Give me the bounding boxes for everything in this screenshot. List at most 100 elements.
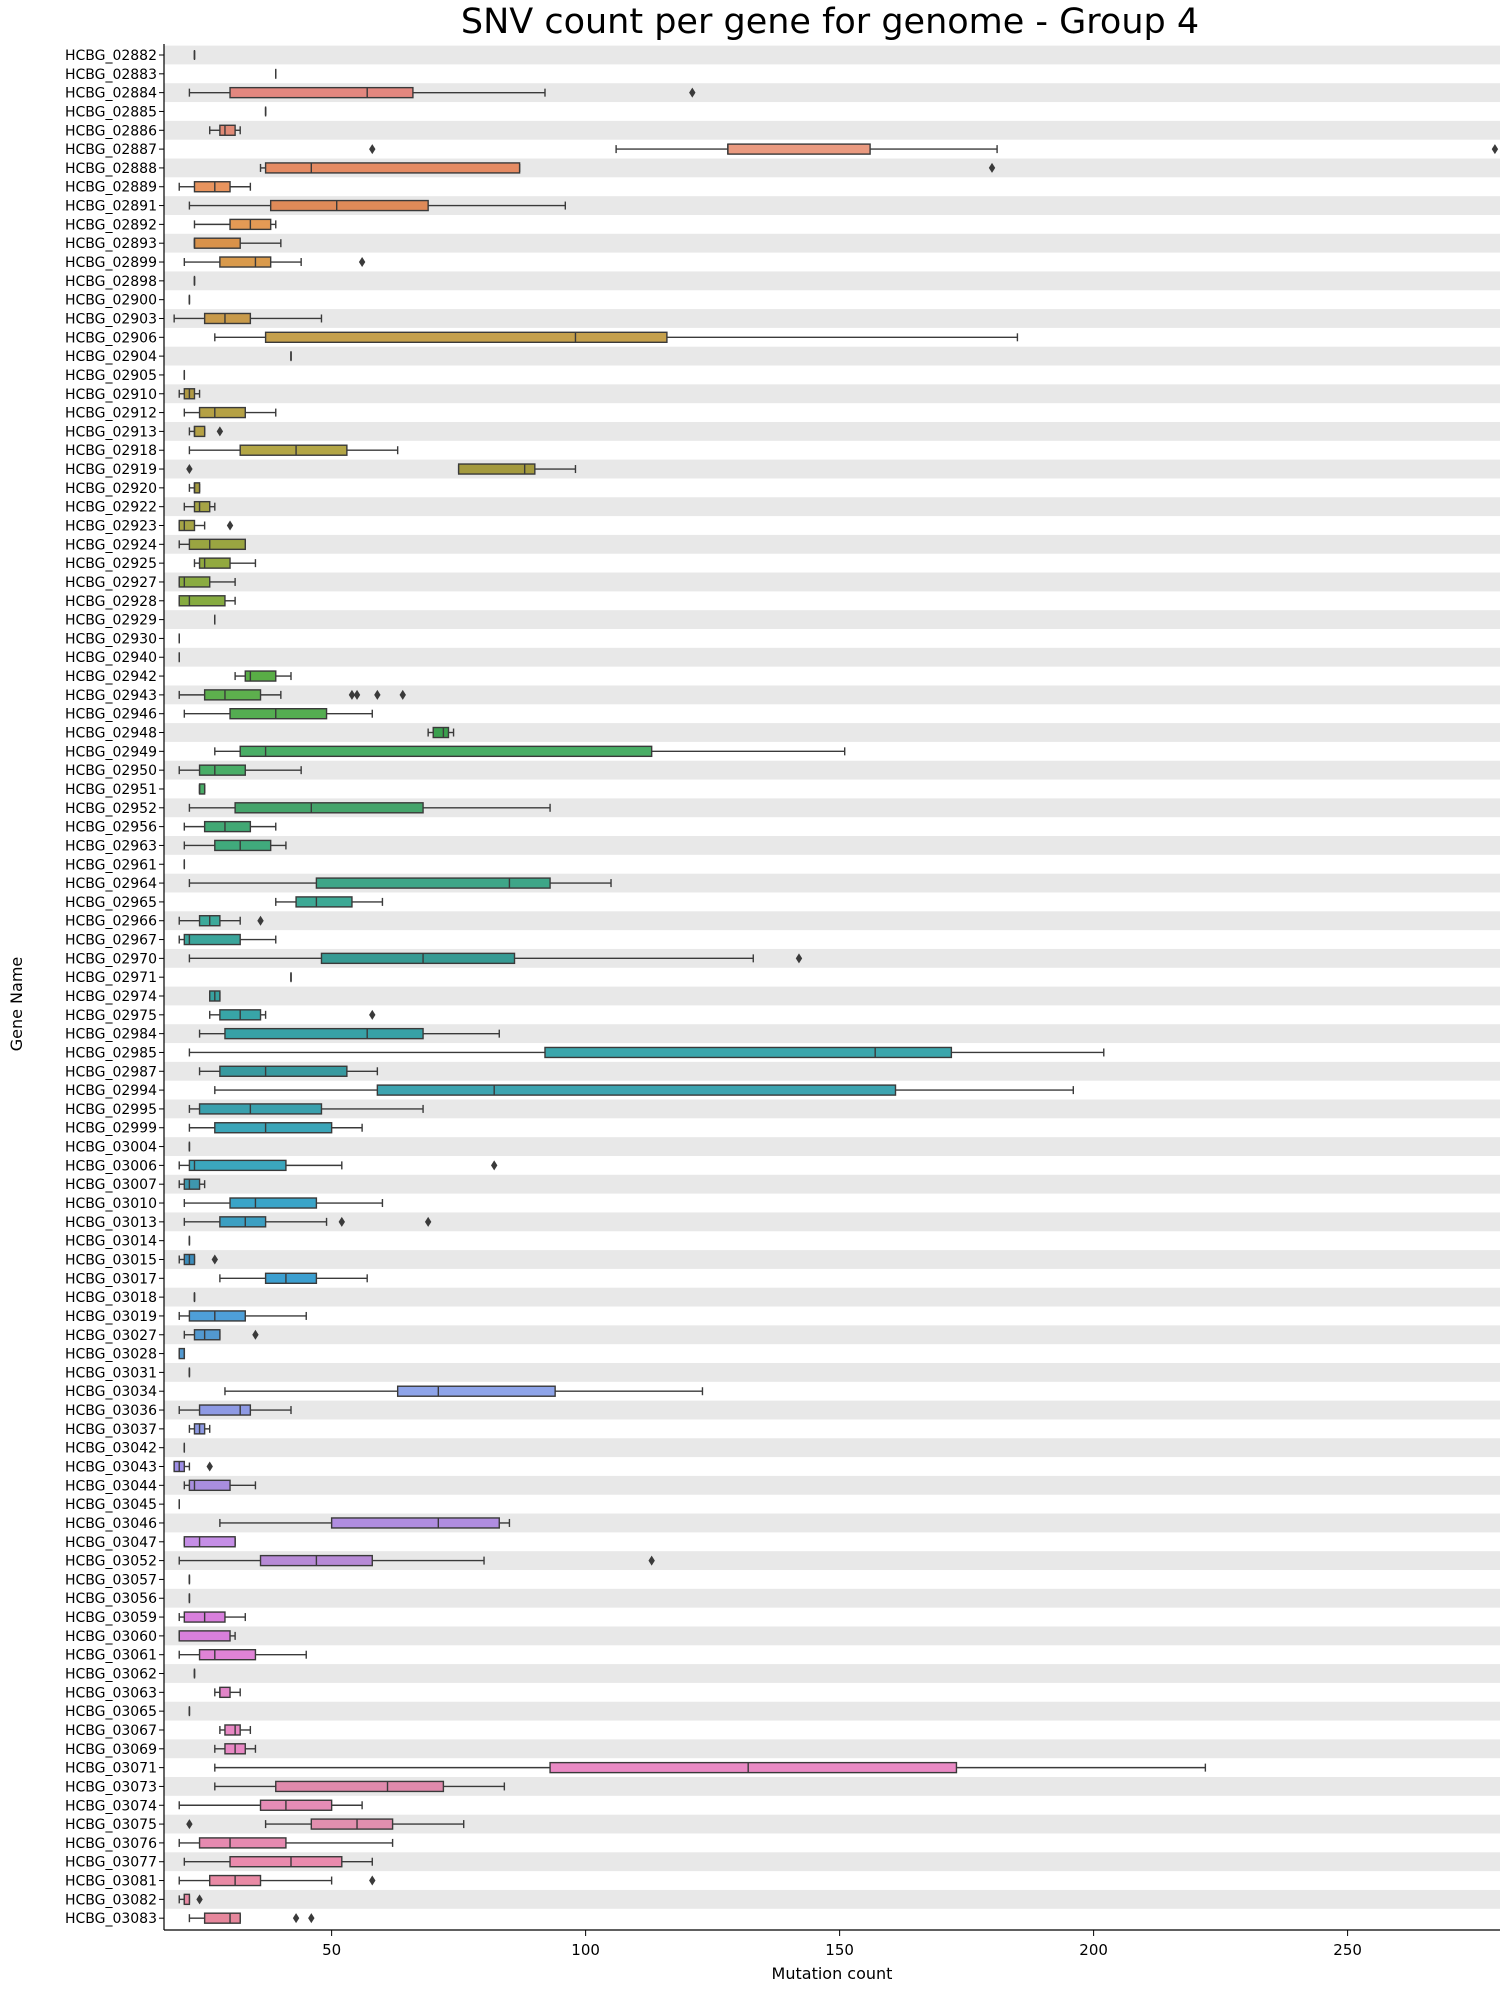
y-tick-label: HCBG_02891	[65, 199, 157, 215]
y-tick-label: HCBG_03052	[65, 1554, 157, 1570]
x-axis-label: Mutation count	[772, 1964, 893, 1983]
gene-box	[214, 745, 846, 758]
outlier-marker	[338, 1216, 345, 1227]
iqr-box	[264, 331, 668, 343]
iqr-box	[183, 1178, 201, 1190]
gene-box	[198, 1027, 500, 1040]
row-stripe	[164, 1212, 1500, 1232]
gene-box	[178, 1893, 203, 1906]
y-tick-label: HCBG_03028	[65, 1347, 157, 1363]
y-tick-label: HCBG_03075	[65, 1817, 157, 1833]
row-stripe	[164, 1588, 1500, 1608]
gene-box	[183, 839, 287, 852]
row-stripe	[164, 836, 1500, 855]
gene-box	[178, 1630, 236, 1642]
row-stripe	[164, 271, 1500, 291]
gene-box	[178, 1554, 655, 1567]
y-tick-label: HCBG_02905	[65, 368, 157, 384]
row-stripe	[164, 1287, 1500, 1307]
gene-box	[188, 482, 201, 494]
y-tick-label: HCBG_02975	[65, 1008, 157, 1024]
gene-box	[178, 388, 201, 400]
outlier-marker	[795, 953, 803, 964]
iqr-box	[193, 482, 201, 494]
iqr-box	[188, 1310, 246, 1322]
gene-box	[219, 1517, 511, 1529]
x-tick-labels: 50 100 150 200 250	[322, 1930, 1362, 1959]
gene-box	[183, 820, 277, 833]
iqr-box	[229, 1197, 318, 1209]
outlier-marker	[424, 1216, 432, 1227]
iqr-box	[229, 708, 328, 720]
iqr-box	[229, 86, 414, 99]
gene-box	[209, 124, 241, 136]
y-tick-label: HCBG_02965	[65, 895, 157, 911]
y-tick-label: HCBG_02910	[65, 387, 157, 403]
y-tick-label: HCBG_03083	[65, 1911, 157, 1927]
iqr-box	[239, 444, 348, 456]
y-tick-label: HCBG_03065	[65, 1704, 157, 1720]
row-stripe	[164, 1626, 1500, 1646]
gene-box	[183, 1856, 373, 1868]
row-stripe	[164, 1814, 1500, 1834]
iqr-box	[193, 1329, 221, 1341]
iqr-box	[219, 124, 236, 136]
y-tick-label: HCBG_03067	[65, 1723, 157, 1739]
y-tick-label: HCBG_03034	[65, 1384, 157, 1400]
y-tick-label: HCBG_02946	[65, 707, 157, 723]
outlier-marker	[186, 464, 193, 475]
iqr-box	[219, 1065, 348, 1077]
gene-box	[178, 1648, 307, 1661]
y-tick-label: HCBG_02925	[65, 556, 157, 572]
outlier-marker	[292, 1913, 300, 1924]
y-tick-label: HCBG_03037	[65, 1422, 157, 1438]
y-tick-label: HCBG_03047	[65, 1535, 157, 1551]
x-tick-label: 200	[1079, 1941, 1108, 1959]
y-tick-label: HCBG_02987	[65, 1064, 157, 1080]
y-tick-label: HCBG_03069	[65, 1742, 157, 1758]
gene-box	[188, 1122, 363, 1134]
y-tick-label: HCBG_02899	[65, 255, 157, 271]
iqr-box	[203, 689, 262, 701]
row-stripe	[164, 1250, 1500, 1269]
row-stripe	[164, 647, 1500, 667]
gene-box	[178, 576, 236, 588]
outlier-marker	[1491, 144, 1499, 155]
y-tick-label: HCBG_02971	[65, 970, 157, 986]
gene-box	[198, 783, 206, 795]
y-tick-label: HCBG_02984	[65, 1027, 157, 1043]
gene-box	[178, 1611, 246, 1623]
outlier-marker	[196, 1894, 203, 1905]
iqr-box	[376, 1084, 897, 1096]
y-tick-label: HCBG_02884	[65, 86, 157, 102]
outlier-marker	[369, 1009, 376, 1020]
gene-box	[219, 1724, 252, 1736]
x-tick-label: 250	[1333, 1941, 1362, 1959]
outlier-marker	[358, 257, 366, 268]
y-tick-label: HCBG_02888	[65, 161, 157, 177]
gene-box	[188, 952, 803, 965]
y-tick-label: HCBG_03060	[65, 1629, 157, 1645]
iqr-box	[259, 1799, 333, 1811]
iqr-box	[183, 933, 241, 946]
gene-box	[178, 1799, 363, 1811]
gene-box	[183, 708, 373, 720]
outlier-marker	[353, 689, 361, 700]
outlier-marker	[988, 162, 996, 173]
iqr-box	[396, 1385, 556, 1397]
iqr-box	[178, 1347, 186, 1360]
row-stripe	[164, 760, 1500, 780]
y-tick-label: HCBG_02918	[65, 443, 157, 459]
gene-box	[178, 181, 252, 193]
iqr-box	[183, 1893, 191, 1906]
gene-box	[178, 1159, 498, 1172]
row-stripe	[164, 83, 1500, 103]
y-tick-label: HCBG_03057	[65, 1572, 157, 1588]
gene-box	[209, 1009, 376, 1021]
y-tick-label: HCBG_03081	[65, 1874, 157, 1890]
row-stripe	[164, 1438, 1500, 1458]
gene-box	[183, 1536, 236, 1548]
gene-box	[214, 1084, 1074, 1096]
row-stripe	[164, 1777, 1500, 1796]
